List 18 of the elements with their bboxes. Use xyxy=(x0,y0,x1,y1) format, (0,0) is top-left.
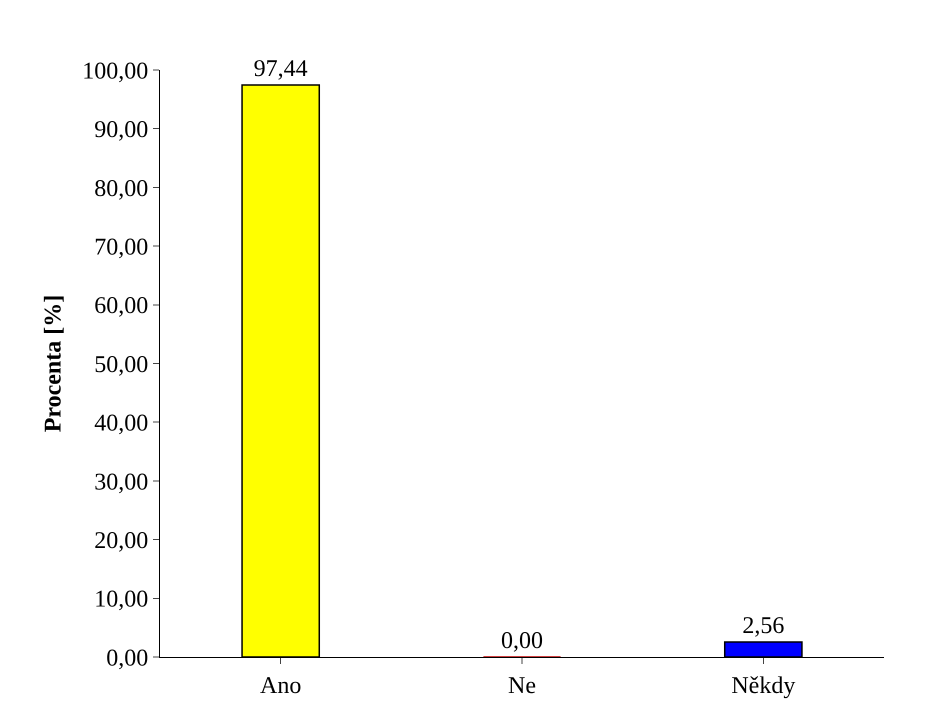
y-axis-title: Procenta [%] xyxy=(40,294,66,432)
y-tick-label: 10,00 xyxy=(94,586,148,613)
y-tick-label: 80,00 xyxy=(94,176,148,202)
y-tick-label: 40,00 xyxy=(94,410,148,437)
y-tick-label: 100,00 xyxy=(82,58,148,84)
data-label: 2,56 xyxy=(742,612,784,639)
data-label: 97,44 xyxy=(254,56,308,82)
data-label: 0,00 xyxy=(501,628,543,654)
x-tick-label: Někdy xyxy=(731,672,796,699)
y-tick-label: 0,00 xyxy=(106,645,148,672)
y-tick-label: 30,00 xyxy=(94,469,148,496)
y-tick-label: 90,00 xyxy=(94,117,148,144)
y-tick-label: 60,00 xyxy=(94,293,148,320)
x-tick-label: Ne xyxy=(508,672,536,699)
x-tick-label: Ano xyxy=(260,672,302,699)
y-tick-label: 70,00 xyxy=(94,234,148,260)
y-tick-label: 20,00 xyxy=(94,528,148,554)
y-tick-label: 50,00 xyxy=(94,352,148,378)
